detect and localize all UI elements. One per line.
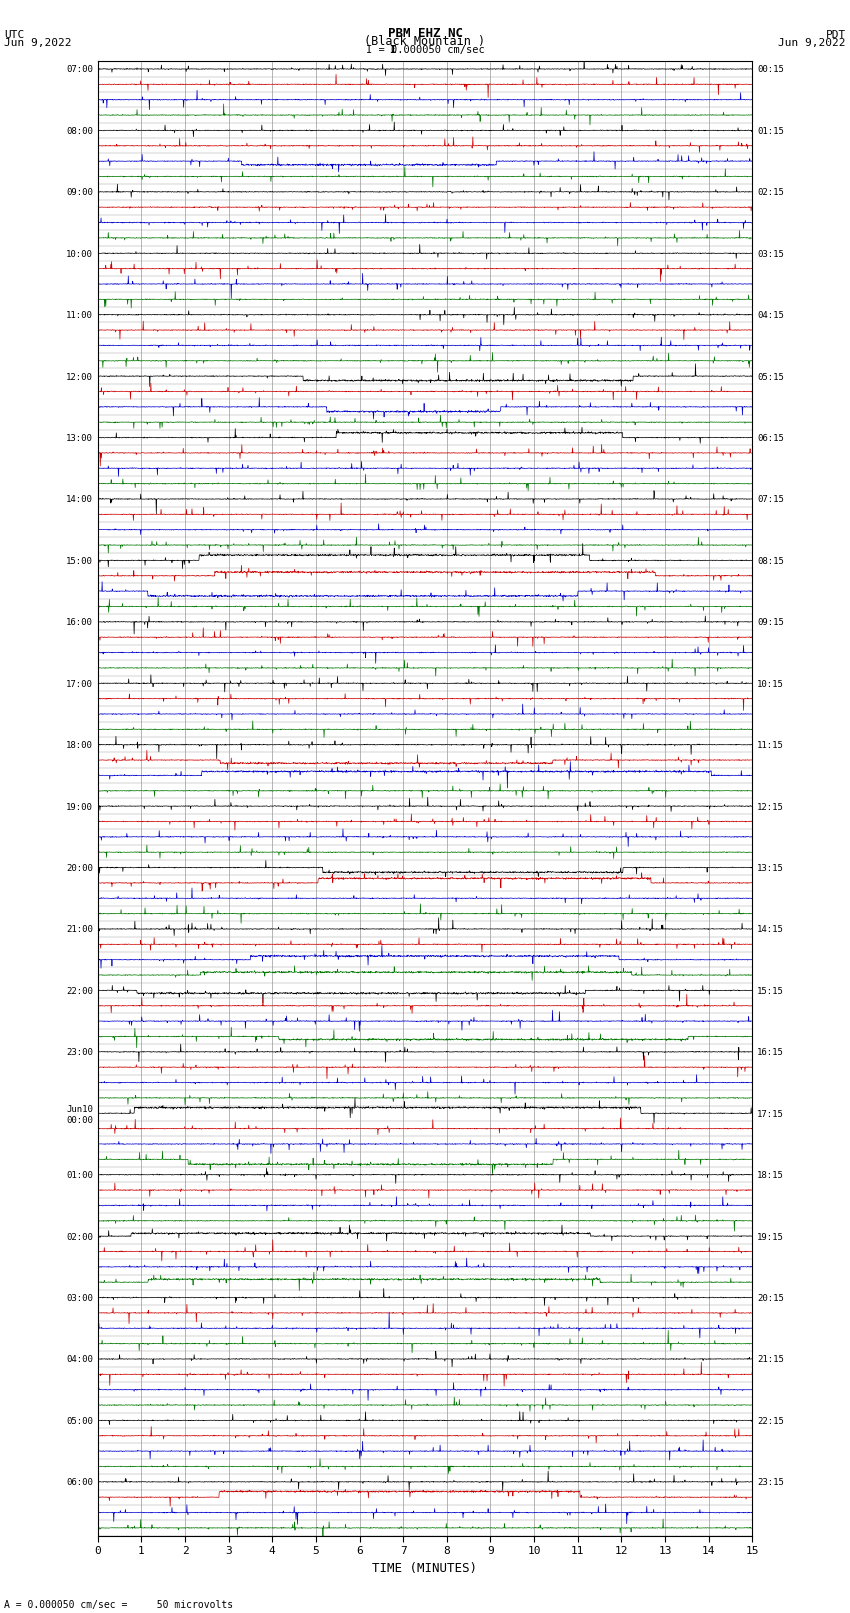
Text: PBM EHZ NC: PBM EHZ NC [388, 26, 462, 39]
Text: Jun 9,2022: Jun 9,2022 [4, 37, 71, 47]
Text: (Black Mountain ): (Black Mountain ) [365, 34, 485, 47]
Text: A = 0.000050 cm/sec =     50 microvolts: A = 0.000050 cm/sec = 50 microvolts [4, 1600, 234, 1610]
Text: I = 0.000050 cm/sec: I = 0.000050 cm/sec [366, 45, 484, 55]
Text: UTC: UTC [4, 29, 25, 39]
X-axis label: TIME (MINUTES): TIME (MINUTES) [372, 1561, 478, 1574]
Text: I: I [389, 45, 396, 55]
Text: PDT: PDT [825, 29, 846, 39]
Text: Jun 9,2022: Jun 9,2022 [779, 37, 846, 47]
